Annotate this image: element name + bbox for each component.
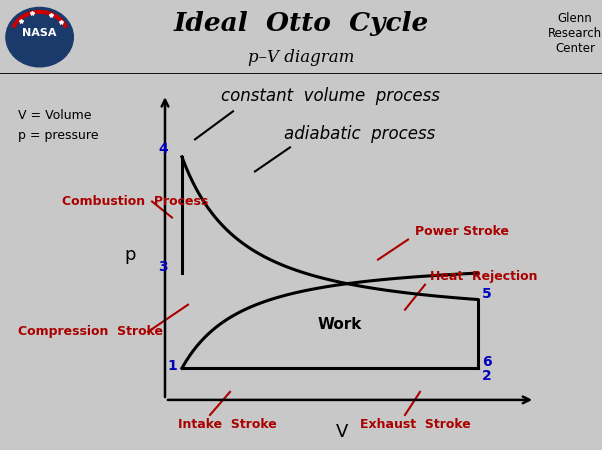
Text: adiabatic  process: adiabatic process [284, 126, 436, 144]
Text: Work: Work [318, 317, 362, 332]
Text: Compression  Stroke: Compression Stroke [18, 325, 163, 338]
Text: Heat  Rejection: Heat Rejection [430, 270, 538, 283]
Text: V: V [337, 423, 349, 441]
Text: 5: 5 [482, 287, 491, 301]
Text: 6: 6 [482, 355, 491, 369]
Text: Exhaust  Stroke: Exhaust Stroke [360, 418, 471, 431]
Text: 4: 4 [158, 142, 168, 156]
Text: 1: 1 [167, 359, 177, 373]
Circle shape [6, 7, 73, 67]
Text: Intake  Stroke: Intake Stroke [178, 418, 277, 431]
Text: Combustion  Process: Combustion Process [62, 194, 208, 207]
Text: Power Stroke: Power Stroke [415, 225, 509, 238]
Text: p–V diagram: p–V diagram [248, 50, 354, 67]
Text: 2: 2 [482, 369, 491, 383]
Text: p = pressure: p = pressure [18, 130, 99, 142]
Text: Glenn
Research
Center: Glenn Research Center [548, 12, 602, 55]
Text: NASA: NASA [22, 28, 57, 38]
Text: 3: 3 [158, 260, 168, 274]
Text: p: p [124, 246, 135, 264]
Text: V = Volume: V = Volume [18, 109, 92, 122]
Text: constant  volume  process: constant volume process [220, 87, 439, 105]
Text: Ideal  Otto  Cycle: Ideal Otto Cycle [173, 11, 429, 36]
